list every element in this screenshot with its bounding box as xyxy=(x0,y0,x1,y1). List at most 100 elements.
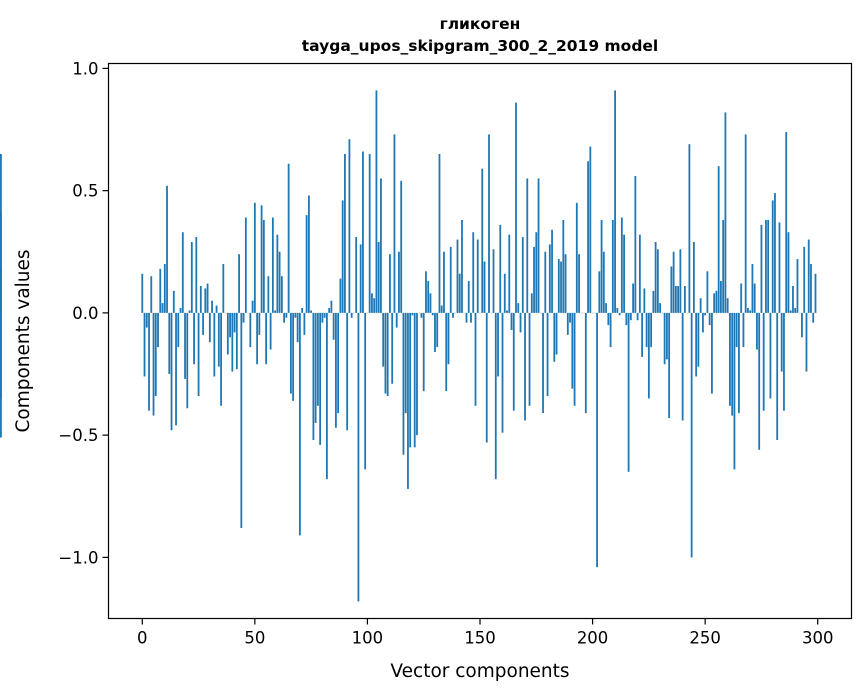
bar xyxy=(663,312,666,365)
bar xyxy=(172,290,175,313)
bar xyxy=(517,303,520,313)
bar xyxy=(179,307,182,313)
bar xyxy=(443,251,445,313)
x-tick-label: 100 xyxy=(352,629,384,648)
bar xyxy=(542,312,544,414)
bar xyxy=(551,229,553,313)
bar xyxy=(289,312,292,394)
bar xyxy=(632,283,634,313)
bar xyxy=(566,312,569,335)
bar xyxy=(807,239,810,313)
bar xyxy=(515,102,517,313)
bar xyxy=(314,312,317,423)
bar xyxy=(391,312,394,384)
bar xyxy=(431,312,434,316)
bar xyxy=(483,261,486,313)
bar xyxy=(668,312,671,419)
bar xyxy=(474,312,477,406)
bar xyxy=(344,153,346,313)
bar xyxy=(643,288,646,313)
bar xyxy=(211,300,213,313)
bar xyxy=(168,312,171,374)
chart-title: гликоген xyxy=(440,15,521,33)
bar xyxy=(465,312,468,323)
bar xyxy=(720,281,722,313)
bar xyxy=(600,219,603,313)
bar xyxy=(253,202,256,313)
bar xyxy=(803,246,806,313)
bar xyxy=(711,312,713,394)
bar xyxy=(497,312,499,377)
y-tick-label: 0.5 xyxy=(72,182,98,201)
bar xyxy=(503,273,506,313)
bar xyxy=(364,312,367,470)
bar xyxy=(692,241,695,313)
bar xyxy=(774,193,776,313)
bar xyxy=(787,232,790,313)
bar xyxy=(256,312,258,365)
bar xyxy=(206,283,209,313)
bar xyxy=(190,241,193,313)
bar xyxy=(276,234,279,313)
bar xyxy=(152,312,155,416)
bar xyxy=(679,249,682,313)
bar xyxy=(215,305,218,313)
bar xyxy=(305,215,308,313)
bar xyxy=(217,312,220,367)
bar xyxy=(161,303,164,313)
bar xyxy=(380,178,382,313)
bar xyxy=(753,283,756,313)
bar xyxy=(285,312,288,318)
bar xyxy=(785,131,788,313)
bar xyxy=(422,312,425,392)
bar xyxy=(371,293,373,313)
bar xyxy=(618,312,621,316)
bar xyxy=(235,312,238,370)
bar xyxy=(526,178,529,313)
bar xyxy=(485,312,488,443)
bar xyxy=(627,312,630,472)
bar xyxy=(157,312,159,348)
bar xyxy=(251,300,254,313)
bar xyxy=(650,312,653,348)
bar xyxy=(321,312,324,323)
bar xyxy=(319,312,322,445)
bar xyxy=(715,290,718,313)
bar xyxy=(312,312,315,441)
bar xyxy=(184,312,186,379)
bar xyxy=(645,312,648,348)
bar xyxy=(528,312,531,406)
bar xyxy=(812,312,815,323)
bar xyxy=(298,312,301,536)
bar xyxy=(690,312,693,558)
bar xyxy=(452,312,454,318)
bar xyxy=(677,285,680,313)
bar xyxy=(283,312,286,323)
bar xyxy=(411,312,414,316)
bar xyxy=(242,312,245,323)
bar xyxy=(416,312,418,436)
bar xyxy=(346,312,349,431)
bar xyxy=(616,307,619,313)
bar xyxy=(722,219,725,313)
bar xyxy=(407,312,409,489)
bar xyxy=(143,312,146,377)
bar xyxy=(222,263,225,313)
bar xyxy=(596,312,598,568)
bar xyxy=(762,312,765,411)
bar xyxy=(145,312,148,328)
bar xyxy=(249,312,252,348)
bar xyxy=(357,312,360,602)
bar xyxy=(659,303,662,313)
bar xyxy=(742,312,745,348)
bar xyxy=(629,312,632,321)
bar xyxy=(220,312,222,406)
bar xyxy=(204,288,207,313)
bar xyxy=(195,237,198,313)
bar xyxy=(756,312,758,350)
bar xyxy=(0,153,2,313)
bar xyxy=(548,244,551,313)
bar xyxy=(323,312,326,318)
y-tick-label: −0.5 xyxy=(58,426,98,445)
bar xyxy=(294,312,297,318)
